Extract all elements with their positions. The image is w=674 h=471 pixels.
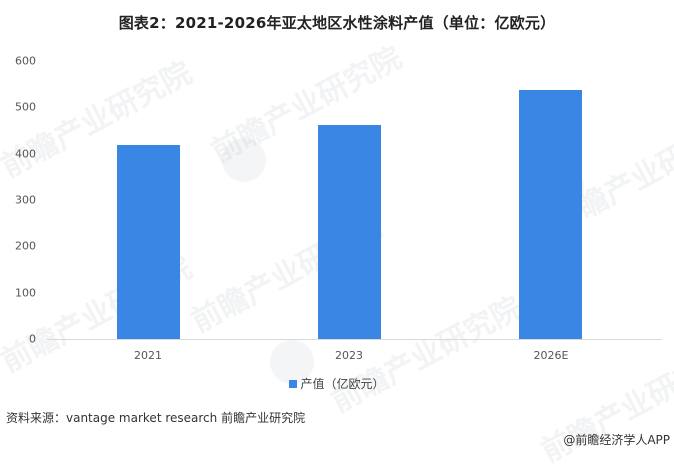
x-tick: 2021 xyxy=(134,349,162,362)
y-tick: 400 xyxy=(15,147,36,161)
legend-swatch xyxy=(289,380,298,388)
y-tick: 500 xyxy=(15,100,36,114)
y-tick: 200 xyxy=(15,239,36,253)
x-tick: 2023 xyxy=(335,349,363,362)
credit: @前瞻经济学人APP xyxy=(563,433,670,447)
bar-2021 xyxy=(117,144,180,339)
x-tick: 2026E xyxy=(533,349,569,362)
bar-2026e xyxy=(519,89,582,339)
y-tick: 300 xyxy=(15,193,36,207)
bar-2023 xyxy=(318,124,381,339)
x-axis-line xyxy=(47,339,662,340)
legend: 产值（亿欧元） xyxy=(0,375,674,392)
legend-label: 产值（亿欧元） xyxy=(300,377,385,391)
y-tick: 100 xyxy=(15,286,36,300)
watermark-logo-icon xyxy=(222,138,266,182)
chart-area: 图表2：2021-2026年亚太地区水性涂料产值（单位：亿欧元） 前瞻产业研究院… xyxy=(0,14,674,470)
chart-title: 图表2：2021-2026年亚太地区水性涂料产值（单位：亿欧元） xyxy=(118,14,556,32)
source-note: 资料来源：vantage market research 前瞻产业研究院 xyxy=(6,411,306,425)
y-tick: 600 xyxy=(15,54,36,68)
y-tick: 0 xyxy=(29,332,36,346)
